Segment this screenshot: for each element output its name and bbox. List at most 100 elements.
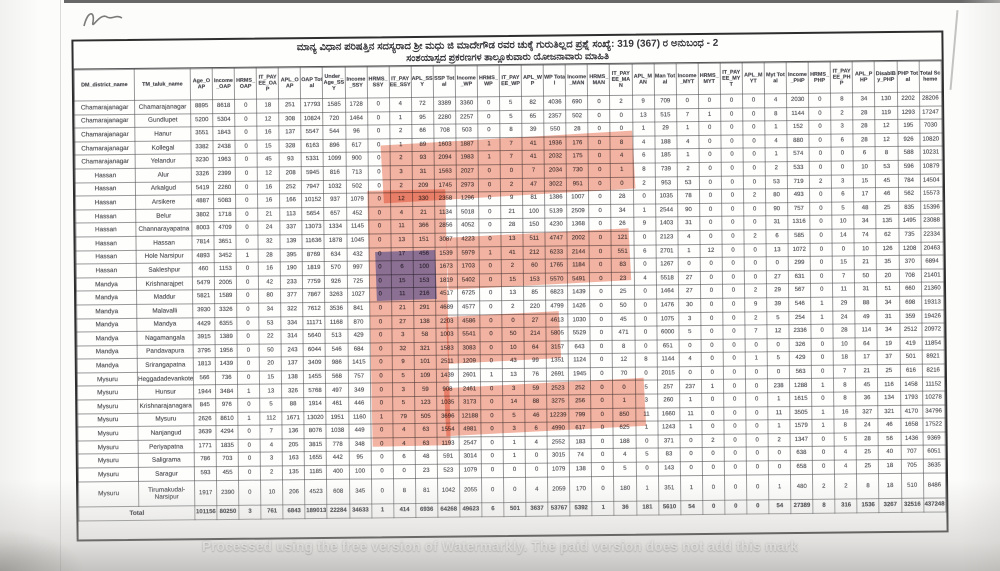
value-cell: 0 bbox=[235, 167, 258, 181]
value-cell: 0 bbox=[810, 283, 833, 298]
value-cell: 0 bbox=[501, 313, 525, 328]
value-cell: 0 bbox=[235, 207, 259, 222]
value-cell: 976 bbox=[215, 398, 238, 413]
value-cell: 0 bbox=[588, 109, 611, 123]
taluk-cell: Srirangapatna bbox=[137, 358, 194, 373]
value-cell: 6 bbox=[525, 422, 548, 437]
value-cell: 1458 bbox=[899, 377, 923, 392]
value-cell: 0 bbox=[237, 357, 260, 372]
taluk-cell: Krishnarajanagara bbox=[137, 398, 194, 414]
value-cell: 0 bbox=[479, 314, 503, 328]
value-cell: 2059 bbox=[547, 476, 571, 503]
taluk-cell: Krishnarajpet bbox=[136, 276, 193, 291]
value-cell: 25 bbox=[611, 285, 635, 300]
value-cell: 0 bbox=[810, 229, 833, 243]
value-cell: 1153 bbox=[214, 262, 237, 277]
district-cell: Mandya bbox=[77, 358, 138, 373]
value-cell: 4294 bbox=[216, 425, 239, 440]
value-cell: 180 bbox=[613, 475, 637, 502]
value-cell: 523 bbox=[437, 464, 460, 478]
value-cell: 7 bbox=[833, 364, 856, 379]
value-cell: 2280 bbox=[433, 110, 456, 125]
value-cell: 0 bbox=[700, 257, 723, 272]
value-cell: 101 bbox=[414, 355, 437, 370]
value-cell: 299 bbox=[788, 256, 811, 271]
value-cell: 713 bbox=[345, 165, 369, 180]
value-cell: 574 bbox=[787, 147, 810, 162]
value-cell: 0 bbox=[589, 244, 612, 259]
value-cell: 135 bbox=[282, 465, 305, 480]
value-cell: 0 bbox=[235, 194, 258, 209]
value-cell: 135 bbox=[876, 214, 899, 229]
value-cell: 88 bbox=[281, 397, 305, 412]
value-cell: 74 bbox=[854, 228, 877, 243]
value-cell: 0 bbox=[237, 343, 260, 358]
value-cell: 0 bbox=[722, 257, 745, 271]
value-cell: 0 bbox=[700, 311, 723, 326]
value-cell: 0 bbox=[808, 106, 832, 121]
value-cell: 784 bbox=[897, 173, 921, 188]
value-cell: 12 bbox=[875, 133, 898, 148]
value-cell: 0 bbox=[809, 215, 833, 230]
value-cell: 27 bbox=[678, 271, 701, 286]
value-cell: 705 bbox=[900, 459, 924, 474]
value-cell: 778 bbox=[326, 438, 349, 452]
value-cell: 0 bbox=[588, 149, 611, 164]
value-cell: 8 bbox=[830, 92, 853, 107]
value-cell: 0 bbox=[722, 325, 746, 339]
value-cell: 0 bbox=[368, 260, 392, 275]
value-cell: 0 bbox=[744, 256, 767, 271]
value-cell: 321 bbox=[878, 405, 901, 419]
value-cell: 1296 bbox=[456, 191, 479, 206]
value-cell: 34 bbox=[611, 203, 634, 218]
value-cell: 185 bbox=[654, 149, 677, 163]
value-cell: 1951 bbox=[326, 410, 349, 425]
value-cell: 1035 bbox=[436, 396, 459, 410]
value-cell: 0 bbox=[369, 369, 393, 384]
value-cell: 3326 bbox=[191, 167, 214, 182]
value-cell: 0 bbox=[721, 216, 744, 231]
value-cell: 1 bbox=[237, 411, 261, 426]
column-header: Income_PHP bbox=[786, 62, 809, 94]
value-cell: 0 bbox=[589, 204, 612, 219]
value-cell: 1099 bbox=[323, 152, 346, 167]
total-value-cell: 8 bbox=[812, 499, 836, 514]
value-cell: 0 bbox=[722, 270, 745, 285]
value-cell: 24 bbox=[833, 310, 856, 325]
value-cell: 1983 bbox=[456, 151, 479, 166]
value-cell: 0 bbox=[370, 423, 393, 438]
value-cell: 3083 bbox=[458, 341, 481, 356]
value-cell: 896 bbox=[323, 138, 346, 153]
value-cell: 497 bbox=[325, 383, 349, 398]
value-cell: 82 bbox=[521, 96, 544, 110]
value-cell: 1288 bbox=[789, 378, 812, 393]
value-cell: 175 bbox=[566, 150, 589, 164]
value-cell: 1589 bbox=[214, 289, 237, 304]
value-cell: 27 bbox=[391, 315, 414, 329]
value-cell: 220 bbox=[523, 300, 547, 314]
value-cell: 0 bbox=[721, 175, 744, 190]
value-cell: 7759 bbox=[302, 275, 325, 289]
value-cell: 0 bbox=[369, 328, 392, 343]
district-cell: Mysuru bbox=[77, 385, 138, 401]
taluk-cell: Hanur bbox=[134, 127, 191, 142]
value-cell: 88 bbox=[854, 296, 878, 311]
value-cell: 43 bbox=[502, 354, 525, 369]
value-cell: 1007 bbox=[566, 190, 590, 205]
value-cell: 10820 bbox=[919, 132, 943, 147]
value-cell: 0 bbox=[698, 135, 721, 149]
value-cell: 5479 bbox=[192, 276, 215, 291]
value-cell: 9 bbox=[633, 217, 656, 232]
value-cell: 28 bbox=[853, 119, 876, 134]
value-cell: 14 bbox=[832, 228, 855, 243]
value-cell: 0 bbox=[480, 395, 503, 410]
value-cell: 1079 bbox=[547, 462, 570, 477]
value-cell: 5 bbox=[834, 432, 857, 447]
value-cell: 12 bbox=[257, 166, 280, 181]
column-header: OAP Total bbox=[300, 67, 323, 99]
value-cell: 233 bbox=[280, 275, 303, 290]
value-cell: 1185 bbox=[304, 465, 327, 480]
value-cell: 0 bbox=[238, 438, 261, 453]
district-cell: Mandya bbox=[76, 331, 138, 346]
value-cell: 1168 bbox=[325, 315, 348, 330]
